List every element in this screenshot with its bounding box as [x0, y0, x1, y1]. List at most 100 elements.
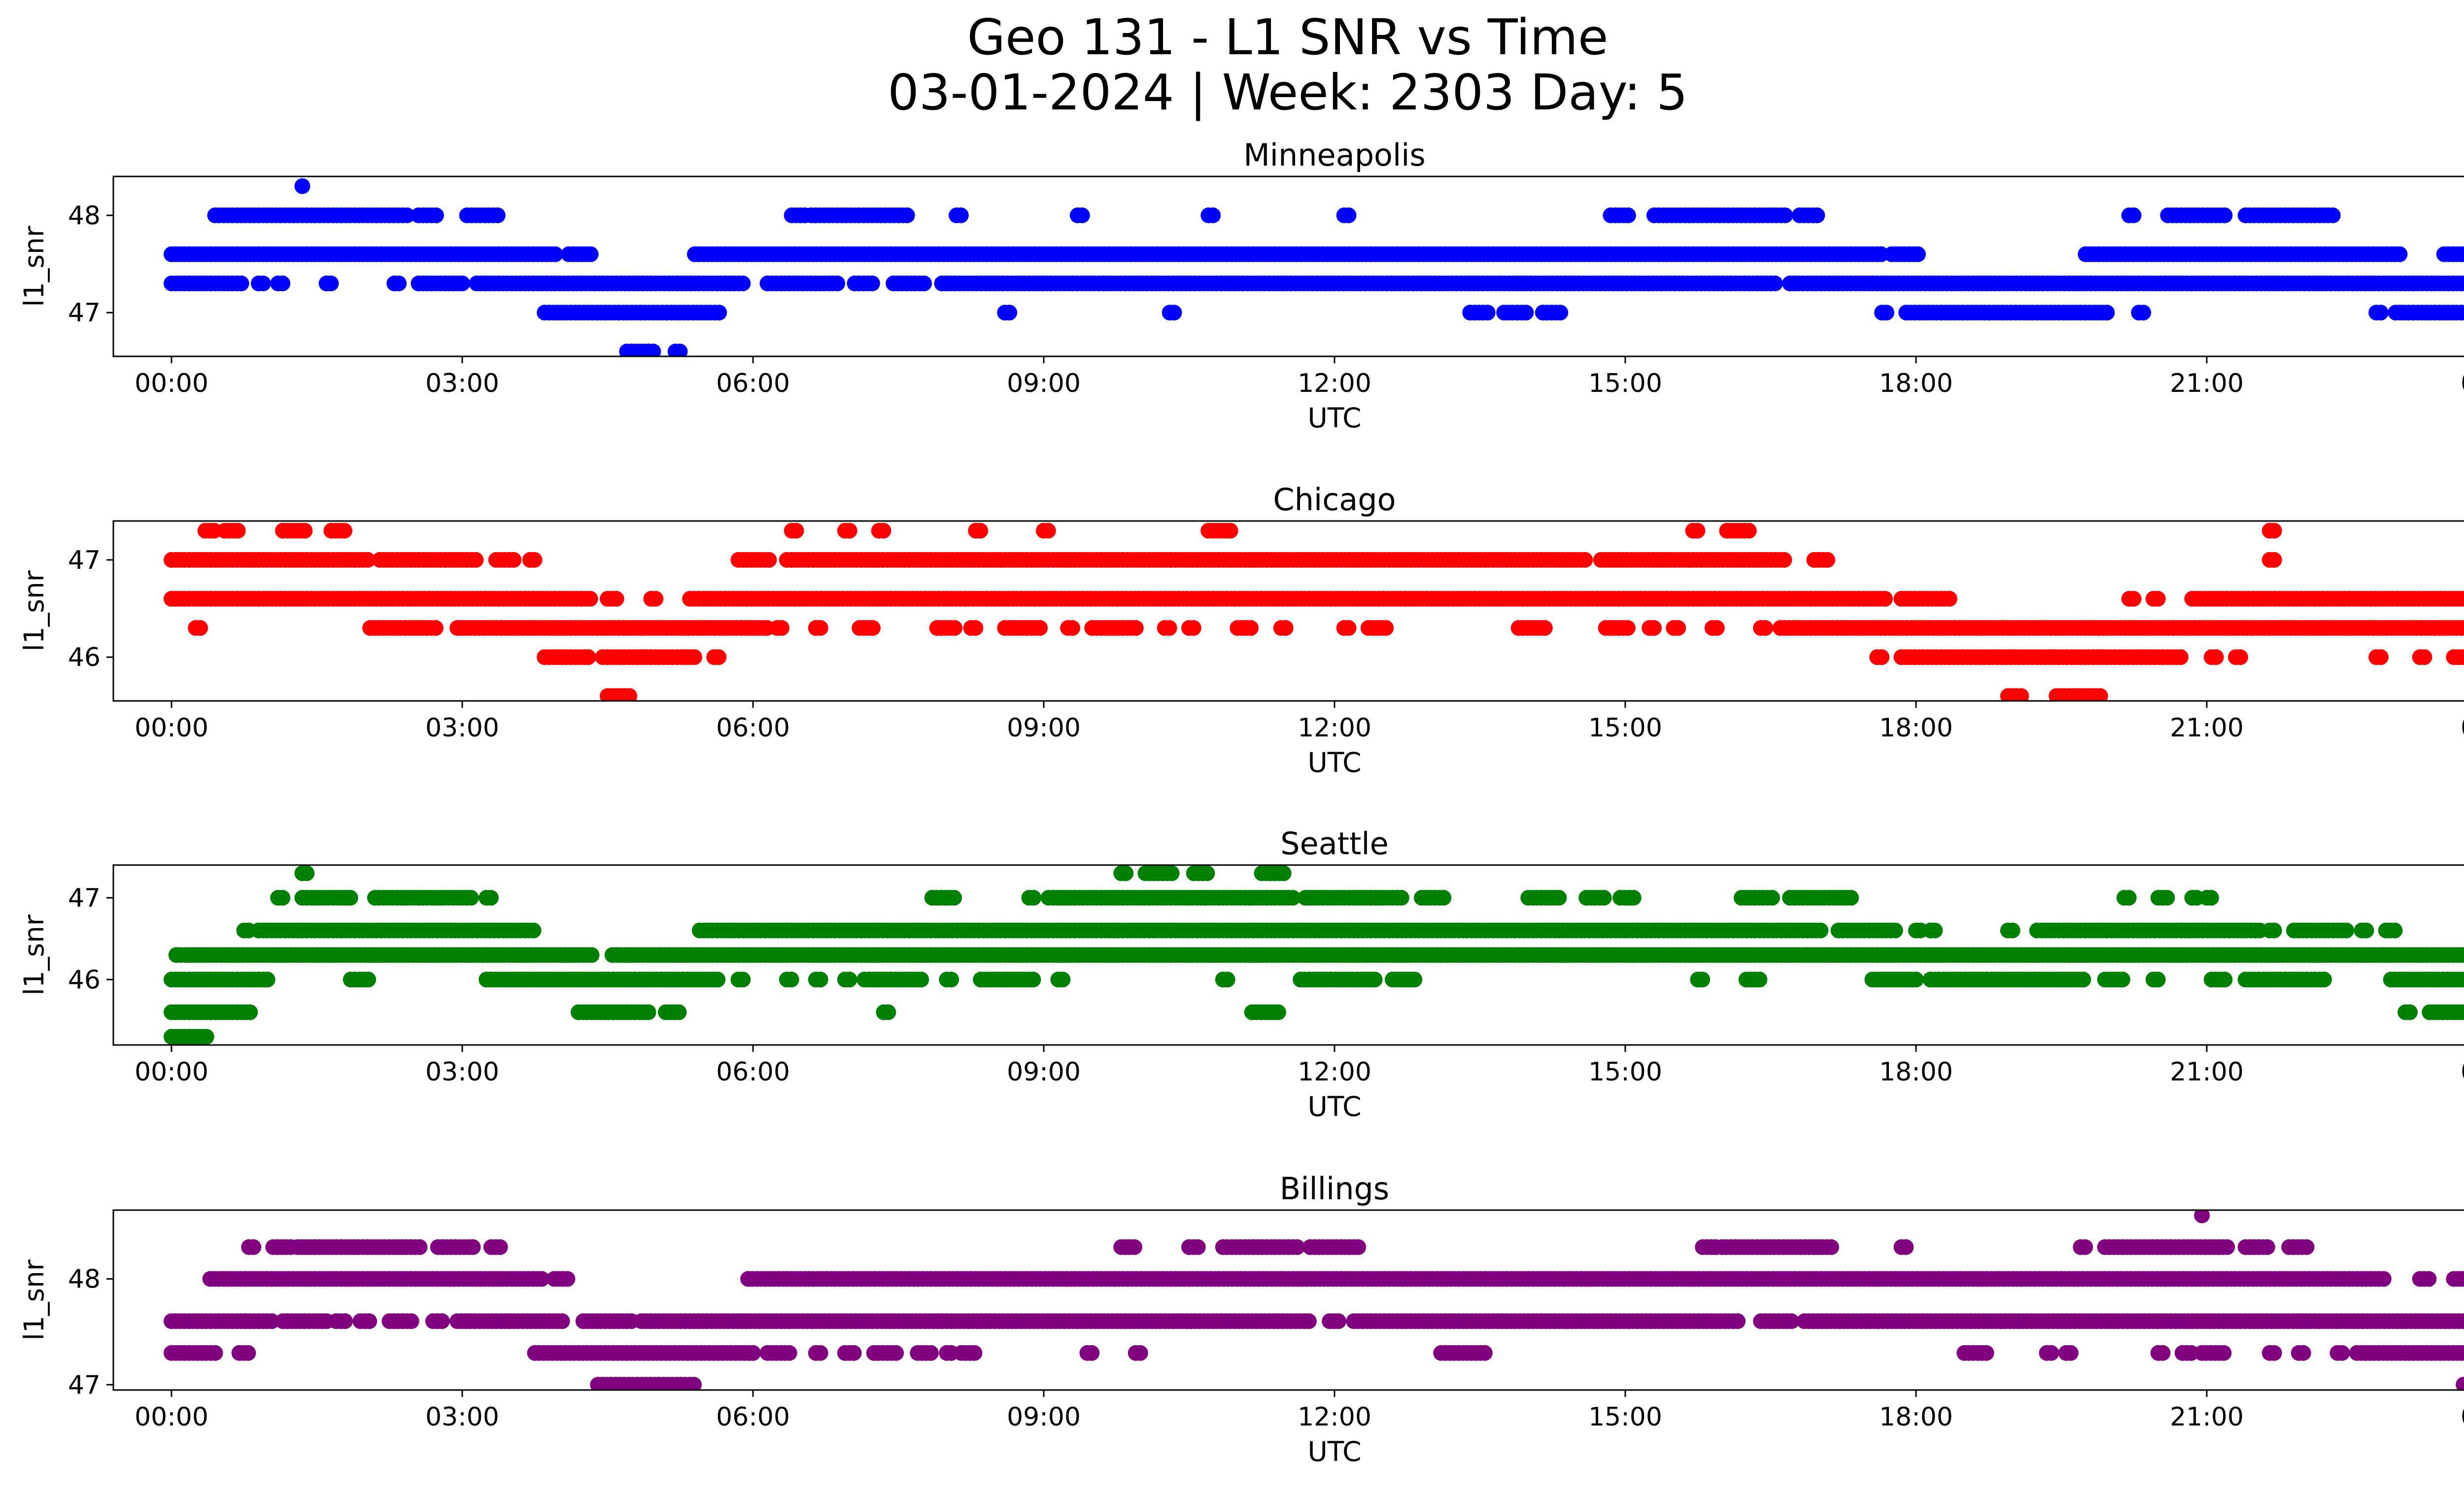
- data-point: [454, 276, 470, 291]
- data-point: [580, 649, 596, 665]
- x-tick-label: 18:00: [1879, 1057, 1953, 1087]
- data-point: [2298, 1239, 2315, 1255]
- data-point: [1809, 207, 1825, 223]
- data-point: [583, 947, 600, 963]
- data-point: [640, 1004, 656, 1020]
- data-point: [2125, 591, 2142, 607]
- data-point: [1874, 649, 1890, 665]
- data-points: [164, 865, 2464, 1045]
- data-point: [1393, 890, 1409, 906]
- data-point: [1518, 305, 1534, 321]
- data-point: [1694, 972, 1711, 988]
- data-point: [264, 1313, 280, 1329]
- data-point: [2125, 207, 2142, 223]
- subplot-title: Minneapolis: [1243, 137, 1426, 173]
- data-point: [2373, 305, 2389, 321]
- data-point: [2217, 972, 2233, 988]
- data-point: [489, 207, 506, 223]
- data-point: [2457, 972, 2464, 988]
- data-point: [1166, 305, 1182, 321]
- data-point: [2421, 1271, 2437, 1287]
- data-point: [1285, 890, 1301, 906]
- data-point: [1767, 276, 1783, 291]
- data-point: [711, 649, 727, 665]
- data-point: [428, 207, 444, 223]
- data-point: [2459, 650, 2464, 664]
- data-point: [953, 207, 969, 223]
- data-point: [2121, 890, 2137, 906]
- data-point: [1378, 620, 1394, 636]
- x-axis-label: UTC: [1307, 747, 1361, 778]
- x-tick-label: 09:00: [1007, 369, 1081, 398]
- data-point: [1537, 620, 1553, 636]
- data-point: [411, 1239, 428, 1255]
- y-axis-label: l1_snr: [18, 570, 50, 651]
- data-point: [916, 276, 932, 291]
- data-point: [1887, 922, 1903, 939]
- x-tick-label: 00:00: [2461, 713, 2464, 743]
- data-point: [2232, 649, 2248, 665]
- data-point: [2402, 1004, 2418, 1020]
- x-tick-label: 15:00: [1588, 1057, 1662, 1087]
- y-axis-label: l1_snr: [18, 226, 50, 307]
- data-point: [2462, 950, 2464, 960]
- data-point: [2459, 1271, 2464, 1286]
- data-point: [1190, 1239, 1206, 1255]
- y-tick-label: 47: [68, 883, 101, 913]
- subplot-title: Billings: [1280, 1171, 1389, 1207]
- data-point: [2208, 649, 2224, 665]
- x-tick-label: 03:00: [425, 369, 499, 398]
- data-point: [2013, 688, 2029, 701]
- data-point: [1270, 1004, 1286, 1020]
- data-point: [946, 890, 962, 906]
- data-point: [1330, 1313, 1346, 1329]
- data-point: [875, 522, 891, 539]
- data-point: [2114, 972, 2130, 988]
- data-point: [1927, 922, 1943, 939]
- data-point: [1118, 865, 1134, 881]
- data-point: [1185, 620, 1201, 636]
- data-point: [2338, 922, 2355, 939]
- data-points: [164, 178, 2464, 356]
- data-point: [1757, 620, 1774, 636]
- data-point: [506, 552, 522, 568]
- data-point: [672, 344, 688, 356]
- data-point: [1879, 305, 1894, 321]
- data-point: [1709, 620, 1725, 636]
- data-point: [2219, 1239, 2235, 1255]
- figure-title-line1: Geo 131 - L1 SNR vs Time: [967, 8, 1608, 66]
- data-point: [913, 972, 929, 988]
- data-point: [1074, 207, 1090, 223]
- data-point: [337, 1313, 353, 1329]
- data-point: [492, 1239, 508, 1255]
- data-point: [554, 1313, 570, 1329]
- data-point: [2375, 1271, 2392, 1287]
- data-point: [2358, 922, 2374, 939]
- data-point: [2150, 972, 2166, 988]
- data-point: [710, 972, 726, 988]
- data-point: [671, 1004, 687, 1020]
- data-point: [1596, 890, 1612, 906]
- data-point: [1751, 972, 1768, 988]
- data-point: [1577, 552, 1593, 568]
- data-point: [1813, 922, 1829, 939]
- data-point: [255, 276, 271, 291]
- data-point: [1064, 620, 1080, 636]
- data-point: [1436, 890, 1452, 906]
- x-tick-label: 15:00: [1588, 369, 1662, 398]
- data-point: [2172, 649, 2189, 665]
- data-point: [274, 890, 291, 906]
- data-point: [2462, 973, 2464, 985]
- data-point: [245, 1239, 262, 1255]
- data-point: [582, 591, 598, 607]
- data-point: [1026, 890, 1042, 906]
- data-point: [2387, 922, 2403, 939]
- data-point: [2266, 552, 2282, 568]
- data-point: [1619, 620, 1636, 636]
- data-point: [735, 276, 751, 291]
- y-tick-label: 48: [68, 201, 101, 231]
